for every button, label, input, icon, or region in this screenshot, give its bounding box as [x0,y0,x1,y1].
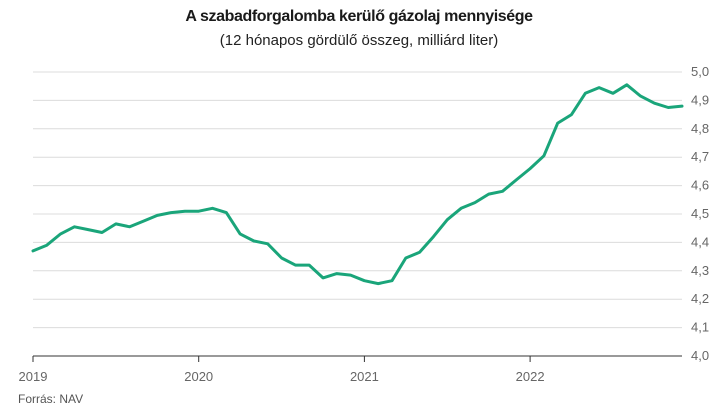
x-tick-label: 2021 [350,369,379,384]
y-tick-label: 4,2 [691,291,709,306]
y-tick-label: 4,1 [691,320,709,335]
y-tick-label: 4,5 [691,206,709,221]
y-tick-label: 4,7 [691,149,709,164]
y-tick-label: 4,6 [691,178,709,193]
y-tick-label: 5,0 [691,64,709,79]
series-line [31,83,684,286]
x-axis-ticks: 2019 2020 2021 2022 [19,356,545,384]
y-tick-label: 4,3 [691,263,709,278]
series-group [31,83,684,286]
chart-title: A szabadforgalomba kerülő gázolaj mennyi… [185,8,533,25]
y-tick-label: 4,9 [691,92,709,107]
y-tick-label: 4,0 [691,348,709,363]
x-tick-label: 2022 [516,369,545,384]
source-note: Forrás: NAV [18,392,84,406]
y-tick-label: 4,4 [691,234,709,249]
gridlines [33,71,682,357]
x-tick-label: 2020 [184,369,213,384]
y-axis-ticks: 4,0 4,1 4,2 4,3 4,4 4,5 4,6 4,7 4,8 4,9 5,0 [691,64,709,363]
chart-subtitle: (12 hónapos gördülő összeg, milliárd lit… [219,32,499,49]
x-tick-label: 2019 [19,369,48,384]
y-tick-label: 4,8 [691,121,709,136]
